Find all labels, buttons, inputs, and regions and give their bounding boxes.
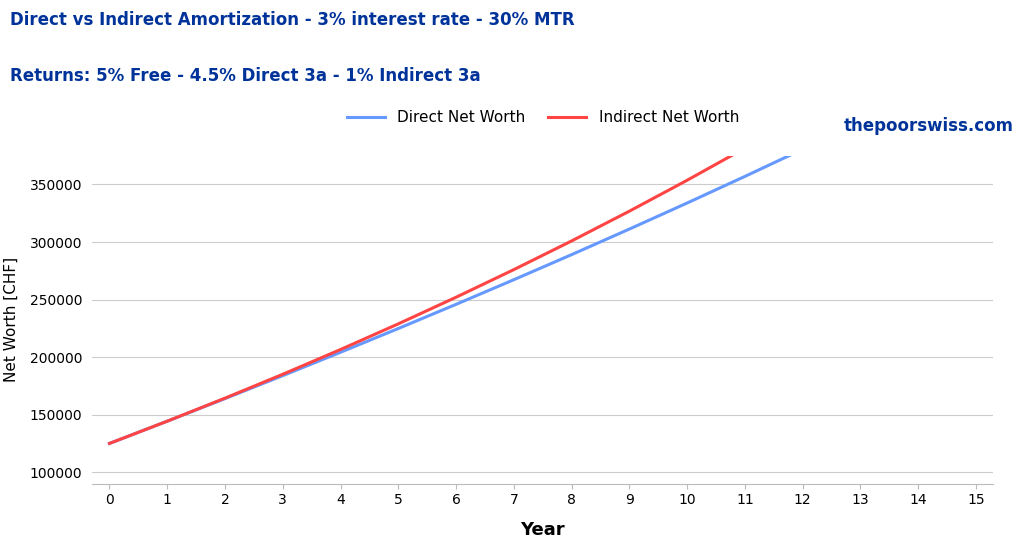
Indirect Net Worth (797, 111, 809, 118)
Direct Net Worth (681, 200, 693, 206)
Direct Net Worth (276, 373, 289, 379)
Indirect Net Worth (624, 208, 636, 215)
Indirect Net Worth (276, 371, 289, 378)
Text: Direct vs Indirect Amortization - 3% interest rate - 30% MTR: Direct vs Indirect Amortization - 3% int… (10, 11, 574, 29)
Direct Net Worth (970, 61, 982, 68)
Indirect Net Worth (103, 440, 116, 447)
Direct Net Worth (508, 276, 520, 283)
Direct Net Worth (219, 395, 231, 402)
Indirect Net Worth (508, 266, 520, 273)
Direct Net Worth (450, 301, 462, 307)
Indirect Net Worth (565, 237, 578, 244)
Direct Net Worth (624, 226, 636, 232)
Direct Net Worth (565, 251, 578, 258)
Direct Net Worth (161, 418, 173, 425)
Indirect Net Worth (219, 395, 231, 401)
Text: Returns: 5% Free - 4.5% Direct 3a - 1% Indirect 3a: Returns: 5% Free - 4.5% Direct 3a - 1% I… (10, 67, 481, 85)
Direct Net Worth (738, 173, 751, 180)
Indirect Net Worth (738, 145, 751, 151)
Indirect Net Worth (854, 77, 866, 83)
Legend: Direct Net Worth, Indirect Net Worth: Direct Net Worth, Indirect Net Worth (340, 105, 745, 131)
Indirect Net Worth (392, 320, 404, 327)
Direct Net Worth (335, 349, 347, 356)
Indirect Net Worth (161, 418, 173, 425)
Direct Net Worth (103, 440, 116, 447)
Indirect Net Worth (450, 294, 462, 301)
Line: Indirect Net Worth: Indirect Net Worth (110, 7, 976, 444)
X-axis label: Year: Year (520, 522, 565, 539)
Indirect Net Worth (681, 177, 693, 183)
Direct Net Worth (797, 146, 809, 152)
Y-axis label: Net Worth [CHF]: Net Worth [CHF] (4, 257, 18, 383)
Direct Net Worth (392, 325, 404, 332)
Indirect Net Worth (912, 41, 925, 47)
Indirect Net Worth (335, 346, 347, 353)
Line: Direct Net Worth: Direct Net Worth (110, 64, 976, 444)
Direct Net Worth (854, 118, 866, 125)
Direct Net Worth (912, 90, 925, 97)
Text: thepoorswiss.com: thepoorswiss.com (844, 117, 1014, 135)
Indirect Net Worth (970, 3, 982, 10)
